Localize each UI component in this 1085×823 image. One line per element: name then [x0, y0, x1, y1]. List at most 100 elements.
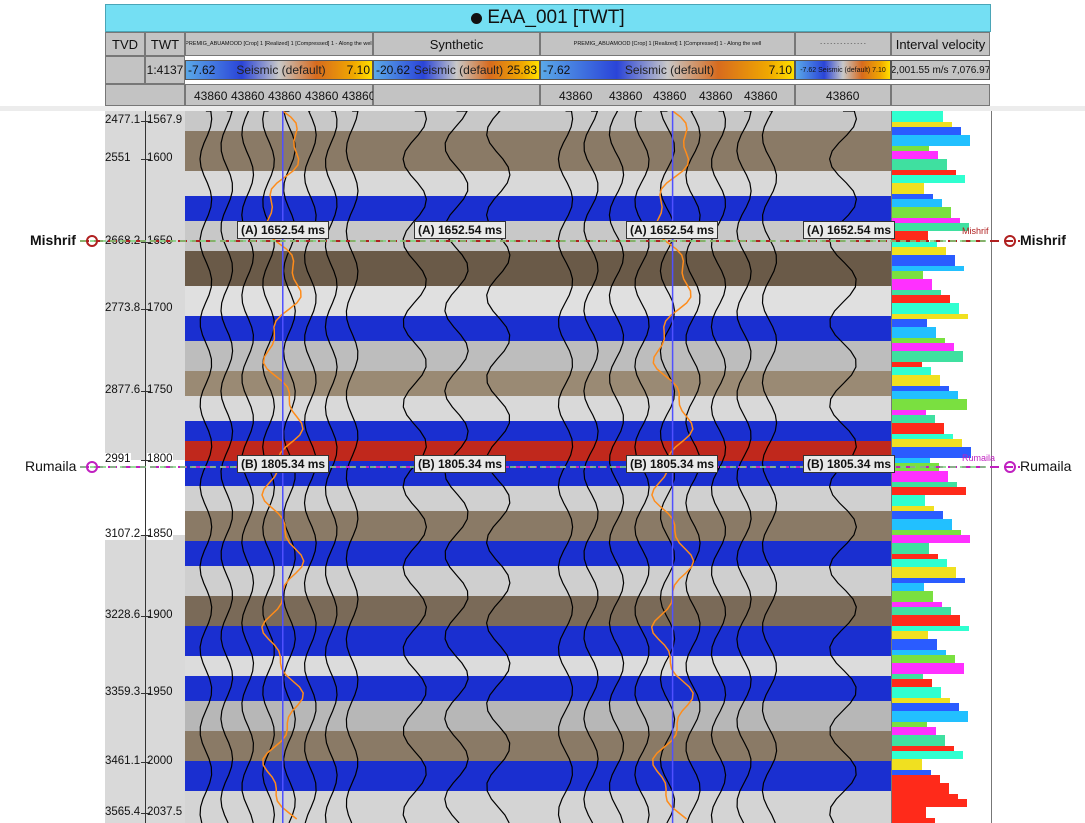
synthetic-header[interactable]: Synthetic: [373, 32, 540, 56]
track1-trace-labels: 43860 43860 43860 43860 43860: [185, 84, 375, 106]
tvd-tick-label: 3228.6: [105, 609, 141, 621]
velocity-block: [892, 290, 941, 295]
velocity-block: [892, 434, 953, 439]
velocity-block: [892, 271, 923, 279]
wiggle-trace: [220, 111, 234, 823]
tvd-column-header[interactable]: TVD: [105, 32, 145, 56]
window-title-text: EAA_001 [TWT]: [487, 7, 625, 28]
mishrif-right-marker-icon[interactable]: [1004, 235, 1016, 247]
velocity-block: [892, 615, 960, 626]
velocity-block: [892, 111, 943, 122]
velocity-block: [892, 362, 922, 367]
wiggle-trace: [583, 111, 599, 823]
velocity-block: [892, 327, 936, 338]
track1-header[interactable]: PREMIG_ABUAMOOD [Crop] 1 [Realized] 1 [C…: [185, 32, 373, 56]
trace-label: 43860: [194, 89, 228, 103]
velocity-block: [892, 207, 951, 218]
tick-mark: [141, 813, 150, 814]
velocity-spacer: [891, 84, 990, 106]
rumaila-left-marker-icon[interactable]: [86, 461, 98, 473]
velocity-block: [892, 751, 963, 759]
wiggle-trace: [345, 111, 359, 823]
synthetic-cbar-max: 25.83: [506, 63, 537, 77]
velocity-block: [892, 495, 925, 506]
twt-column-header[interactable]: TWT: [145, 32, 185, 56]
tick-mark: [141, 616, 150, 617]
velocity-header[interactable]: Interval velocity: [891, 32, 990, 56]
velocity-block: [892, 338, 945, 343]
rumaila-tag-track1[interactable]: (B) 1805.34 ms: [237, 455, 330, 473]
velocity-block: [892, 135, 970, 146]
velocity-block: [892, 591, 933, 602]
twt-tick-label: 1900: [147, 609, 173, 621]
mishrif-tag-track1[interactable]: (A) 1652.54 ms: [237, 221, 330, 239]
velocity-block: [892, 759, 922, 770]
velocity-block: [892, 639, 937, 650]
velocity-block: [892, 543, 929, 554]
wiggle-trace: [199, 111, 213, 823]
trace-label: 43860: [653, 89, 687, 103]
interval-velocity-track[interactable]: [891, 111, 992, 823]
track3-cbar-label: Seismic (default): [624, 63, 715, 77]
velocity-block: [892, 255, 955, 266]
velocity-block: [892, 663, 964, 674]
velocity-block: [892, 794, 958, 799]
twt-tick-label: 2000: [147, 755, 173, 767]
tick-mark: [141, 535, 150, 536]
velocity-block: [892, 415, 935, 423]
velocity-block: [892, 703, 959, 711]
axis-line: [145, 111, 146, 823]
rumaila-tag-track3[interactable]: (B) 1805.34 ms: [626, 455, 719, 473]
track3-colorbar[interactable]: -7.62 Seismic (default) 7.10: [540, 60, 795, 80]
tvd-tick-label: 2551: [105, 152, 131, 164]
velocity-block: [892, 783, 949, 794]
synthetic-trace-labels: [373, 84, 540, 106]
tvd-tick-label: 3461.1: [105, 755, 141, 767]
tick-mark: [141, 391, 150, 392]
depth-axis[interactable]: 2477.1 1567.9 2551 1600 2668.2 1650 2773.8 1700…: [105, 111, 186, 823]
mishrif-tag-synthetic[interactable]: (A) 1652.54 ms: [414, 221, 507, 239]
velocity-block: [892, 631, 928, 639]
velocity-range[interactable]: 2,001.55 m/s 7,076.97: [891, 60, 990, 80]
velocity-block: [892, 146, 929, 151]
mishrif-left-label: Mishrif: [30, 232, 76, 248]
trace-label: 43860: [305, 89, 339, 103]
scale-value[interactable]: 1:4137: [145, 56, 185, 84]
track4-colorbar[interactable]: -7.62 Seismic (default) 7.10: [795, 60, 891, 80]
trace-label: 43860: [231, 89, 265, 103]
mishrif-tag-track4[interactable]: (A) 1652.54 ms: [803, 221, 896, 239]
velocity-block: [892, 482, 957, 487]
velocity-block: [892, 578, 965, 583]
velocity-block: [892, 127, 961, 135]
rumaila-tag-track4[interactable]: (B) 1805.34 ms: [803, 455, 896, 473]
tick-mark: [141, 460, 150, 461]
twt-tick-label: 1567.9: [147, 114, 183, 126]
velocity-block: [892, 314, 968, 319]
tvd-tick-label: 2477.1: [105, 114, 141, 126]
twt-tick-label: 1750: [147, 384, 173, 396]
synthetic-colorbar[interactable]: -20.62 Seismic (default) 25.83: [373, 60, 540, 80]
track3-header[interactable]: PREMIG_ABUAMOOD [Crop] 1 [Realized] 1 [C…: [540, 32, 795, 56]
velocity-block: [892, 530, 961, 535]
track1-cbar-label: Seismic (default): [236, 63, 326, 77]
velocity-block: [892, 506, 934, 511]
velocity-block: [892, 319, 927, 327]
track1-cbar-max: 7.10: [346, 63, 370, 77]
rumaila-right-marker-icon[interactable]: [1004, 461, 1016, 473]
velocity-block: [892, 423, 944, 434]
well-dot-icon: [471, 12, 483, 24]
velocity-block: [892, 266, 964, 271]
twt-tick-label: 1600: [147, 152, 173, 164]
rumaila-tag-synthetic[interactable]: (B) 1805.34 ms: [414, 455, 507, 473]
velocity-block: [892, 559, 947, 567]
velocity-block: [892, 607, 951, 615]
velocity-block: [892, 519, 952, 530]
velocity-block: [892, 626, 969, 631]
velocity-block: [892, 199, 942, 207]
velocity-block: [892, 818, 935, 823]
track1-colorbar[interactable]: -7.62 Seismic (default) 7.10: [185, 60, 373, 80]
track4-header[interactable]: - - - - - - - - - - - - - -: [795, 32, 891, 56]
mishrif-tag-track3[interactable]: (A) 1652.54 ms: [626, 221, 719, 239]
mishrif-left-marker-icon[interactable]: [86, 235, 98, 247]
tvd-tick-label: 2668.2: [105, 235, 141, 247]
